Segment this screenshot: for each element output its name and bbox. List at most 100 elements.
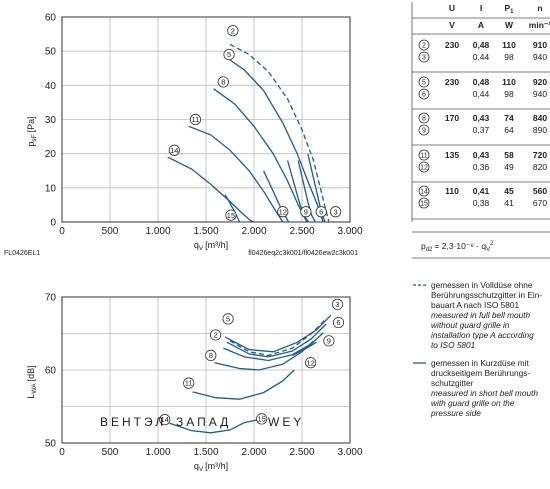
legend-solid-line: measured in short bell mouth [431, 388, 538, 398]
formula-rhs-sup: 2 [490, 241, 494, 247]
panel1-series-label-6: 6 [319, 207, 323, 216]
table-cell: 0,43 [473, 113, 490, 123]
legend-dashed-line: installation type A according [431, 330, 534, 340]
panel2-ylabel-sub: WA [31, 383, 38, 394]
table-row-id: 8 [422, 116, 426, 123]
panel2-xtick-label: 2.000 [241, 447, 266, 458]
panel2-series-label-3: 3 [335, 300, 339, 309]
table-header-n: n [537, 3, 542, 13]
formula-main: p [421, 241, 426, 251]
panel1-series-marker-15 [225, 209, 237, 221]
panel2-series-12 [282, 369, 295, 382]
panel2-series-5 [226, 323, 327, 358]
panel2-series-marker-9 [323, 335, 335, 347]
watermark-left: ВЕНТЭЛ [100, 415, 166, 429]
table-cell: 560 [533, 186, 547, 196]
table-header-main: P [504, 3, 510, 13]
panel1-series-6 [297, 160, 316, 223]
panel2-series-label-14: 14 [161, 415, 169, 424]
table-cell: 820 [533, 162, 547, 172]
panel1-frame [61, 16, 351, 223]
watermark-right: WEY [268, 415, 304, 429]
panel1-ytick-label: 50 [45, 47, 57, 58]
panel1-ylabel-unit: [Pa] [26, 116, 36, 132]
table-row-marker [418, 161, 430, 173]
table-cell: 74 [504, 113, 514, 123]
table-row-id: 5 [422, 80, 426, 87]
panel2-series-marker-5 [222, 313, 234, 325]
panel2-series-6 [223, 332, 324, 362]
table-row-marker [418, 51, 430, 63]
legend-dashed-line: to ISO 5801 [431, 340, 475, 350]
panel2-xtick-label: 3.000 [337, 447, 362, 458]
panel2-series-label-15: 15 [258, 415, 266, 424]
panel2-xlabel-group: qV [m³/h] [194, 461, 228, 473]
panel2-xtick-label: 1.500 [193, 447, 218, 458]
table-cell: 58 [504, 150, 514, 160]
table-cell: 940 [533, 52, 547, 62]
chart-id-left: FL0426EL1 [4, 250, 40, 257]
formula: pd2 = 2,3·10⁻⁶ · qV2 [421, 241, 494, 253]
table-cell: 0,41 [473, 186, 490, 196]
panel1-xtick-label: 2.500 [289, 226, 314, 237]
panel2-series-marker-8 [205, 349, 217, 361]
panel1-xlabel: qV [m³/h] [194, 240, 228, 252]
panel1-series-marker-12 [277, 206, 289, 218]
panel2-xtick-label: 500 [102, 447, 119, 458]
table-row-id: 3 [422, 55, 426, 62]
table-header-I: I [480, 3, 482, 13]
table-cell: 0,48 [473, 77, 490, 87]
panel1-xlabel-unit: [m³/h] [205, 240, 228, 250]
panel2-xlabel-main: q [194, 461, 199, 471]
table-cell: 110 [502, 77, 516, 87]
panel1-series-label-11: 11 [192, 115, 200, 124]
panel2-ytick-label: 60 [45, 366, 57, 377]
table-row-id: 2 [422, 43, 426, 50]
legend-dashed-line: without guard grille in [431, 320, 510, 330]
table-row-marker [418, 39, 430, 51]
panel1-series-label-12: 12 [279, 207, 287, 216]
table-cell: 230 [445, 40, 459, 50]
table-cell: 0,37 [473, 125, 490, 135]
panel2-series-label-5: 5 [226, 315, 230, 324]
table-cell: 920 [533, 77, 547, 87]
table-cell: 0,44 [473, 89, 490, 99]
table-cell: 135 [445, 150, 459, 160]
panel2-series-label-8: 8 [209, 351, 213, 360]
table-unit: W [505, 20, 514, 30]
panel1-ytick-label: 20 [45, 149, 57, 160]
panel1-xtick-label: 3.000 [337, 226, 362, 237]
panel1-plot: 2 5 8 11 14 3 6 9 12 15 [61, 16, 351, 223]
panel1-xlabel-group: qV [m³/h] [194, 240, 228, 252]
panel2-series-marker-3 [331, 298, 344, 310]
panel1-series-marker-5 [223, 48, 235, 61]
table-cell: 98 [504, 89, 514, 99]
panel2-ytick-label: 70 [45, 293, 57, 304]
panel2-series-11 [192, 380, 284, 400]
panel1-series-marker-8 [217, 76, 229, 88]
legend-dashed-line: bauart A nach ISO 5801 [431, 300, 519, 310]
table-header-main: I [480, 3, 482, 13]
legend-dashed-line: gemessen in Volldüse ohne [431, 280, 533, 290]
panel1-xtick-label: 2.000 [241, 226, 266, 237]
legend-solid-line: schutzgitter [431, 378, 474, 388]
panel1-series-marker-6 [315, 206, 327, 218]
table-cell: 840 [533, 113, 547, 123]
panel2-series-9 [292, 341, 317, 356]
table-cell: 910 [533, 40, 547, 50]
panel1-series-marker-11 [189, 113, 202, 126]
panel1-xlabel-sub: V [199, 245, 204, 252]
table-row-id: 14 [420, 189, 428, 196]
table-unit: A [478, 20, 484, 30]
table-row-id: 11 [420, 153, 427, 160]
table-row-marker [418, 197, 430, 209]
table-cell: 98 [504, 52, 514, 62]
panel2-series-marker-12 [305, 357, 317, 369]
panel2-series-2 [229, 318, 327, 357]
panel2-xlabel-unit: [m³/h] [205, 461, 228, 471]
panel2-series-marker-15 [256, 413, 268, 425]
panel1-series-label-9: 9 [304, 207, 308, 216]
panel1-series-marker-9 [300, 206, 312, 218]
